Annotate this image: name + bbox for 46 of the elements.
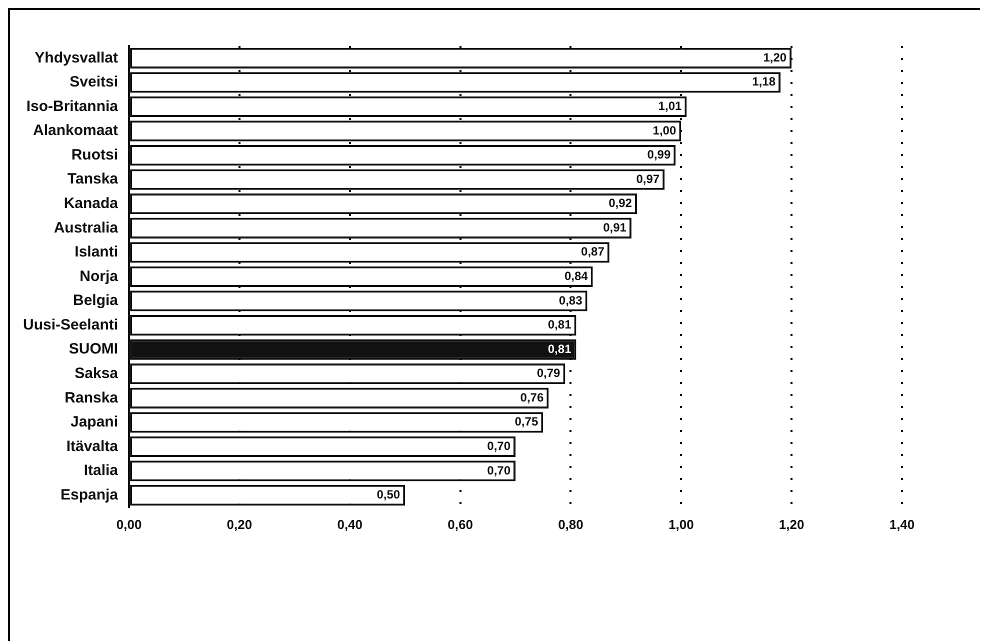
data-label: 0,84 xyxy=(564,269,588,284)
data-label: 0,70 xyxy=(487,463,511,478)
y-tick-label: Ranska xyxy=(64,389,119,406)
y-tick-label: Espanja xyxy=(60,486,119,504)
data-label: 1,00 xyxy=(652,123,676,138)
y-tick-label: Kanada xyxy=(64,194,119,212)
y-tick-label: Sveitsi xyxy=(70,74,118,91)
x-tick-label: 1,00 xyxy=(668,516,694,532)
x-tick-label: 1,20 xyxy=(778,516,804,532)
y-tick-label: Australia xyxy=(54,219,119,236)
data-label: 0,81 xyxy=(548,342,572,356)
x-tick-label: 1,40 xyxy=(889,516,915,532)
data-label: 1,18 xyxy=(752,74,776,89)
data-label: 0,76 xyxy=(520,390,544,404)
y-tick-label: Iso-Britannia xyxy=(26,98,119,115)
x-tick-label: 0,40 xyxy=(337,516,363,532)
data-label: 0,97 xyxy=(636,172,660,186)
y-tick-label: Saksa xyxy=(74,364,119,382)
x-tick-label: 0,20 xyxy=(226,516,252,532)
data-label: 0,70 xyxy=(487,439,511,453)
data-label: 0,99 xyxy=(647,148,671,162)
data-label: 0,81 xyxy=(548,318,572,332)
y-tick-label: Tanska xyxy=(67,170,119,188)
y-tick-label: Uusi-Seelanti xyxy=(22,316,118,334)
x-tick-label: 0,60 xyxy=(448,516,473,532)
data-label: 0,75 xyxy=(514,414,538,429)
data-label: 0,91 xyxy=(603,220,627,234)
data-label: 0,79 xyxy=(536,366,561,380)
y-tick-label: Italia xyxy=(84,462,119,480)
x-tick-label: 0,80 xyxy=(558,516,584,532)
data-label: 0,92 xyxy=(608,196,632,210)
y-tick-label: Belgia xyxy=(73,292,119,310)
data-label: 1,01 xyxy=(658,99,682,114)
data-label: 0,87 xyxy=(581,244,605,259)
data-label: 0,83 xyxy=(558,293,583,308)
y-tick-label: Islanti xyxy=(74,244,118,261)
y-tick-label: SUOMI xyxy=(68,340,118,358)
data-label: 1,20 xyxy=(763,50,787,64)
y-tick-label: Japani xyxy=(70,414,118,431)
y-tick-label: Norja xyxy=(80,268,119,285)
data-label: 0,50 xyxy=(376,488,400,502)
y-tick-label: Ruotsi xyxy=(71,146,118,164)
y-tick-label: Itävalta xyxy=(66,438,119,455)
x-tick-label: 0,00 xyxy=(116,516,142,532)
y-tick-label: Yhdysvallat xyxy=(34,49,118,66)
y-tick-label: Alankomaat xyxy=(32,122,118,140)
